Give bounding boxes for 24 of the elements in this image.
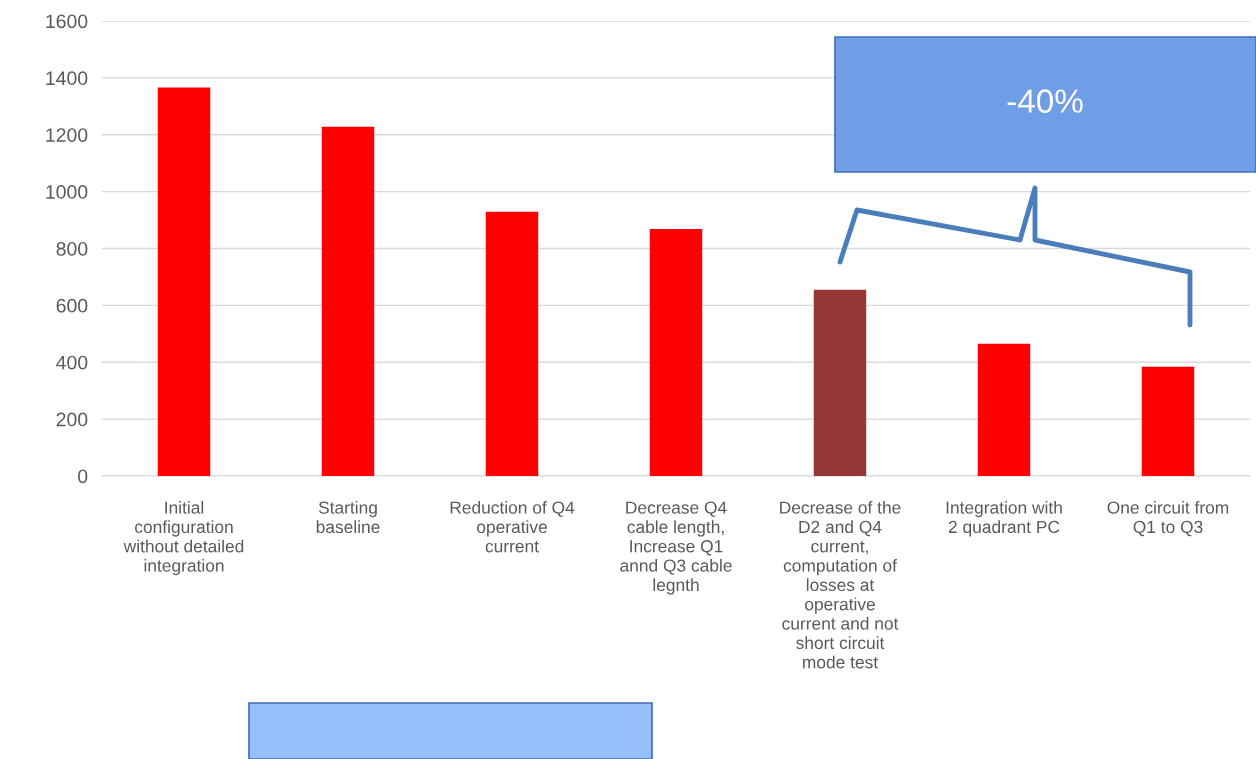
bar	[813, 289, 867, 476]
bar	[977, 343, 1031, 476]
y-tick-label: 1000	[46, 185, 88, 199]
y-tick-label: 400	[56, 355, 88, 370]
y-tick-label: 600	[56, 298, 88, 313]
y-tick-label: 800	[56, 241, 88, 256]
annotation: -40%	[1007, 89, 1083, 113]
bar	[485, 211, 539, 476]
x-tick-label: Starting baseline	[316, 501, 380, 534]
y-tick-label: 0	[78, 469, 88, 484]
category-label: Decrease of the D2 and Q4 current, computation of losses at operative current and not short circuit mode test	[780, 501, 901, 669]
x-tick-label: Decrease Q4 cable length, Increase Q1 annd Q3 cable legnth	[620, 501, 732, 595]
x-tick-label: Integration with 2 quadrant PC	[946, 501, 1062, 537]
bar	[157, 87, 211, 476]
bar	[649, 228, 703, 476]
x-tick-label: Reduction of Q4 operative current	[450, 501, 575, 553]
y-tick-label: 200	[56, 412, 88, 427]
x-tick-label: Initial configuration without detailed integration	[123, 501, 244, 576]
bar	[1141, 366, 1195, 476]
y-tick-label: 1200	[46, 128, 88, 142]
y-tick-label: 1400	[46, 71, 88, 86]
y-tick-label: 1600	[46, 14, 88, 29]
x-tick-label: One circuit from Q1 to Q3	[1107, 501, 1229, 537]
bar	[321, 126, 375, 476]
